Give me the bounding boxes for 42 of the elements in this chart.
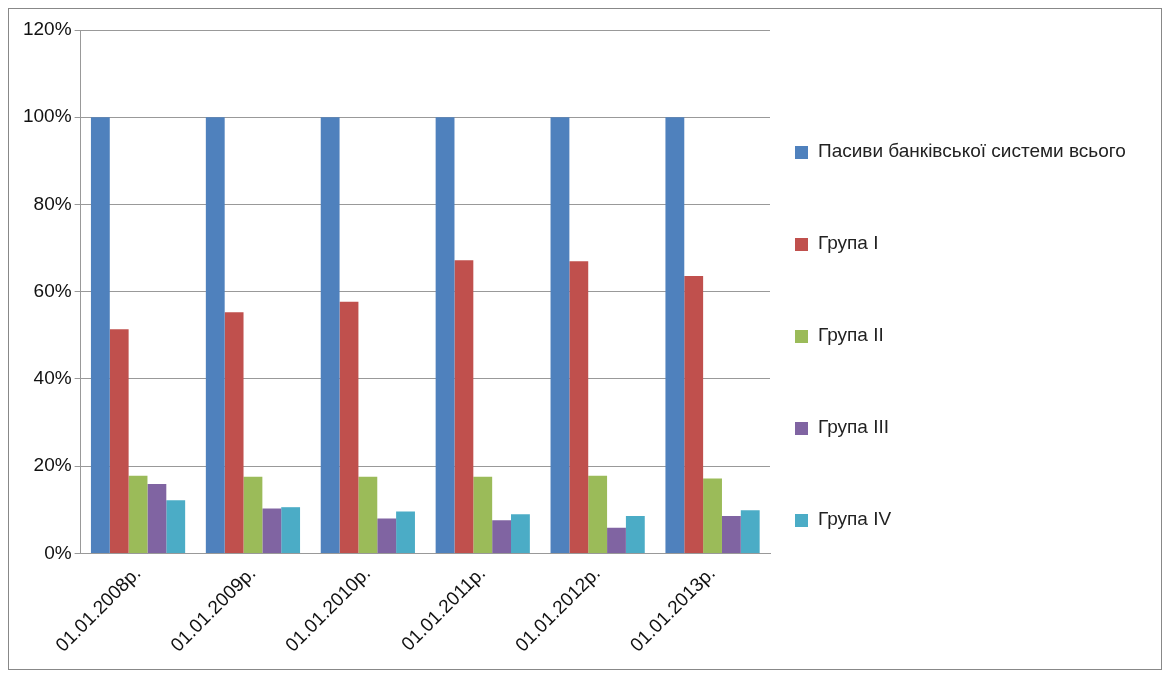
- legend-label: Пасиви банківської системи всього: [818, 139, 1126, 163]
- bar: [511, 514, 530, 553]
- bar: [588, 475, 608, 553]
- bar: [109, 329, 129, 553]
- bar: [550, 117, 570, 553]
- bar: [358, 476, 378, 553]
- bar: [166, 500, 186, 553]
- bar: [721, 515, 741, 553]
- legend-label: Група II: [818, 323, 884, 347]
- bar: [454, 260, 474, 553]
- bar: [320, 117, 340, 553]
- y-tick-label: 100%: [22, 105, 72, 127]
- y-tick-label: 0%: [44, 541, 72, 563]
- bar: [703, 478, 722, 553]
- y-tick-label: 120%: [22, 18, 72, 40]
- bar: [224, 312, 244, 553]
- legend-label: Група I: [818, 231, 879, 255]
- y-tick-label: 60%: [33, 279, 72, 301]
- bar: [205, 117, 225, 553]
- y-tick-label: 20%: [33, 454, 72, 476]
- bar: [128, 475, 148, 553]
- bar: [607, 527, 626, 553]
- bar: [569, 261, 589, 553]
- bar: [90, 117, 110, 553]
- legend-label: Група IV: [818, 507, 892, 531]
- legend-label: Група III: [818, 415, 890, 439]
- bar: [665, 117, 685, 553]
- bar: [492, 520, 512, 553]
- bar: [243, 476, 263, 553]
- bar: [473, 476, 493, 553]
- bar: [740, 510, 760, 553]
- bar: [377, 518, 397, 553]
- bar: [684, 276, 704, 553]
- bar: [281, 507, 301, 553]
- bar: [625, 515, 645, 553]
- y-tick-label: 80%: [33, 192, 72, 214]
- bar: [147, 484, 167, 553]
- bar: [396, 511, 415, 553]
- bar: [435, 117, 455, 553]
- bar: [262, 508, 282, 553]
- bar: [339, 301, 359, 553]
- y-tick-label: 40%: [33, 367, 72, 389]
